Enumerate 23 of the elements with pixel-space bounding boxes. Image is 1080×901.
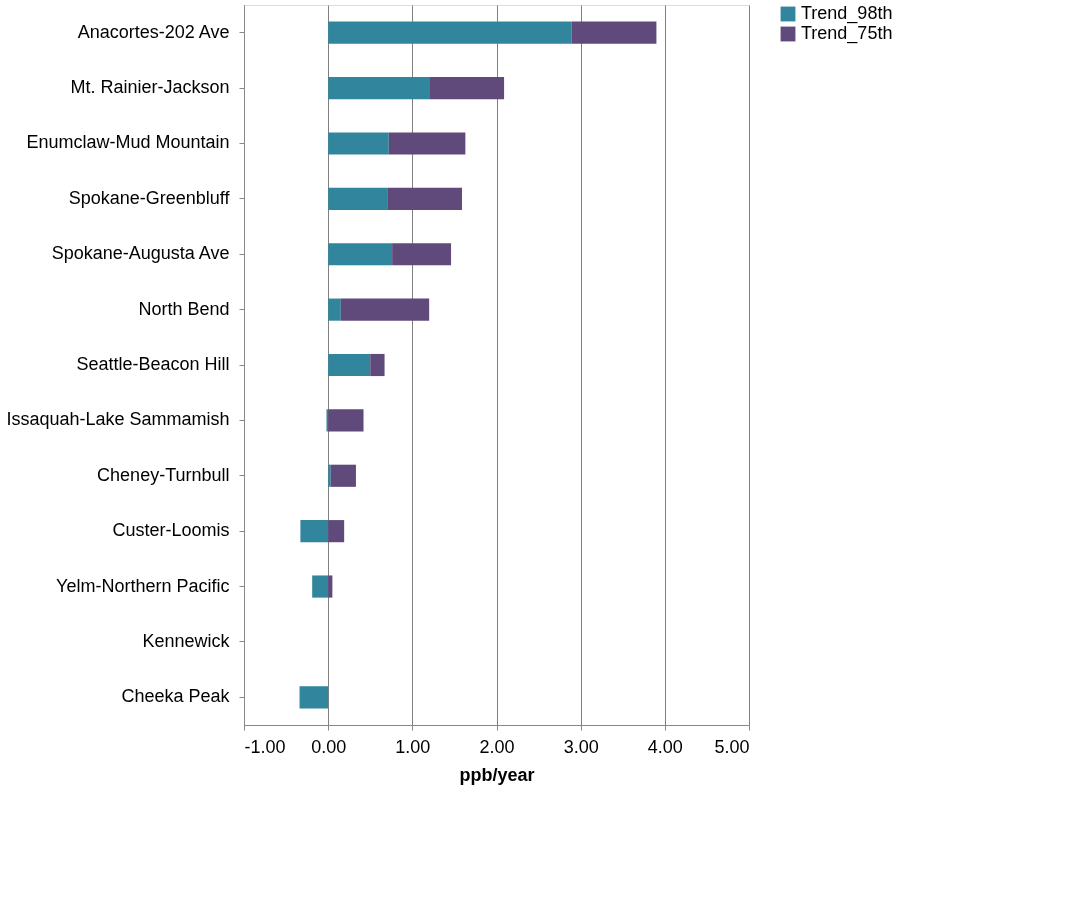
y-tick-label: Mt. Rainier-Jackson xyxy=(70,77,230,98)
y-tick-label: Custer-Loomis xyxy=(112,520,230,541)
x-tick-label: 0.00 xyxy=(311,736,347,757)
legend-label: Trend_75th xyxy=(801,23,893,44)
y-tick-label: Spokane-Augusta Ave xyxy=(51,243,230,264)
y-tick-label: Seattle-Beacon Hill xyxy=(76,354,230,374)
y-tick-label: Spokane-Greenbluff xyxy=(68,187,231,208)
x-tick-label: 1.00 xyxy=(395,736,431,757)
y-tick-label: Cheney-Turnbull xyxy=(97,464,230,485)
y-tick-label: North Bend xyxy=(138,298,230,319)
legend-label: Trend_98th xyxy=(801,3,893,24)
x-axis-title: ppb/year xyxy=(459,764,535,785)
y-tick-label: Cheeka Peak xyxy=(121,686,231,707)
x-tick-label: 2.00 xyxy=(479,736,515,757)
y-tick-label: Yelm-Northern Pacific xyxy=(56,575,230,596)
y-tick-label: Enumclaw-Mud Mountain xyxy=(26,132,230,153)
y-tick-label: Issaquah-Lake Sammamish xyxy=(6,409,230,430)
x-tick-label: -1.00 xyxy=(244,736,286,757)
y-tick-label: Anacortes-202 Ave xyxy=(77,21,230,42)
x-tick-label: 4.00 xyxy=(647,736,683,757)
x-tick-label: 3.00 xyxy=(563,736,599,757)
y-tick-label: Kennewick xyxy=(142,630,231,651)
x-tick-label: 5.00 xyxy=(714,736,750,757)
